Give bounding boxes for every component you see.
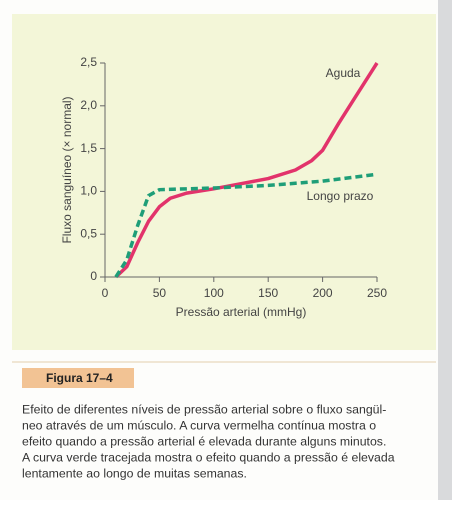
page-gutter	[438, 0, 452, 500]
chart-panel	[12, 14, 436, 350]
y-tick-label: 2,5	[80, 55, 97, 69]
x-tick-label: 250	[367, 286, 387, 300]
series-label: Aguda	[326, 66, 361, 80]
x-tick-label: 150	[258, 286, 278, 300]
caption-line: neo através de um músculo. A curva verme…	[22, 418, 376, 432]
figure-label: Figura 17–4	[46, 371, 113, 385]
x-axis-title: Pressão arterial (mmHg)	[176, 305, 307, 319]
data-line	[114, 172, 378, 278]
series-label: Longo prazo	[307, 189, 374, 203]
x-tick-label: 50	[153, 286, 167, 300]
y-tick-label: 1,0	[80, 184, 97, 198]
caption: Efeito de diferentes níveis de pressão a…	[22, 402, 395, 480]
x-tick-label: 100	[204, 286, 224, 300]
x-tick-label: 200	[313, 286, 333, 300]
figure-label-bg	[22, 368, 134, 388]
chart: 0 0,5 1,0 1,5 2,0 2,5 0 50 100 150 200 250 Pressão a…	[60, 55, 387, 319]
y-tick-label: 1,5	[80, 141, 97, 155]
y-axis-title: Fluxo sanguíneo (× normal)	[60, 96, 74, 243]
y-tick-label: 2,0	[80, 98, 97, 112]
caption-line: lentamente ao longo de muitas semanas.	[22, 466, 247, 480]
y-tick-label: 0,5	[80, 226, 97, 240]
data-line	[114, 62, 379, 279]
caption-line: A curva verde tracejada mostra o efeito …	[22, 450, 395, 464]
caption-line: efeito quando a pressão arterial é eleva…	[22, 434, 386, 448]
y-tick-label: 0	[90, 269, 97, 283]
caption-line: Efeito de diferentes níveis de pressão a…	[22, 402, 386, 416]
x-tick-label: 0	[102, 286, 109, 300]
